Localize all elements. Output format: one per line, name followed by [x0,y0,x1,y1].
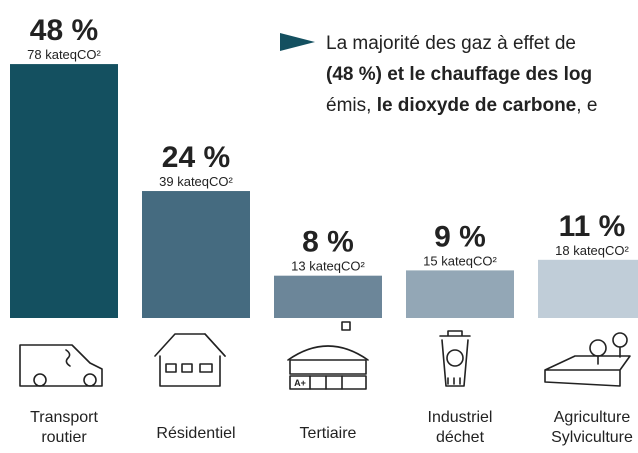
annotation-text: émis, [326,95,377,116]
annotation-line: émis, le dioxyde de carbone, e [326,95,597,116]
category-label: Tertiaire [300,425,357,442]
annotation: La majorité des gaz à effet de (48 %) et … [326,33,597,116]
annotation-line: La majorité des gaz à effet de [326,33,576,54]
bar [274,275,382,318]
icon-truck [19,344,103,387]
arrow-icon [280,33,315,51]
bar [538,259,638,318]
category-label: Résidentiel [156,425,235,442]
bar [142,191,250,318]
annotation-text: le dioxyde de carbone [377,95,577,116]
emission-label: 15 kateqCO² [423,253,497,268]
value-label: 9 % [434,220,486,253]
icon-building: A+ [287,321,369,390]
annotation-text: (48 %) et le chauffage des log [326,64,592,85]
annotation-text: La majorité des gaz à effet de [326,33,576,54]
value-label: 8 % [302,226,354,259]
value-label: 48 % [30,14,98,47]
emission-label: 39 kateqCO² [159,174,233,189]
category-label: Agriculture Sylviculture [551,409,633,446]
icon-field [544,332,631,387]
emission-label: 18 kateqCO² [555,243,629,258]
icon-house [154,333,226,387]
category-label: Industriel déchet [428,409,493,446]
svg-text:A+: A+ [294,378,306,388]
annotation-text: , e [576,95,597,116]
bar [406,270,514,318]
value-label: 11 % [559,210,626,243]
value-label: 24 % [162,141,230,174]
emission-label: 78 kateqCO² [27,47,101,62]
bar [10,64,118,318]
annotation-line: (48 %) et le chauffage des log [326,64,592,85]
emission-label: 13 kateqCO² [291,259,365,274]
category-label: Transport routier [30,409,98,446]
icon-bin [439,330,471,387]
